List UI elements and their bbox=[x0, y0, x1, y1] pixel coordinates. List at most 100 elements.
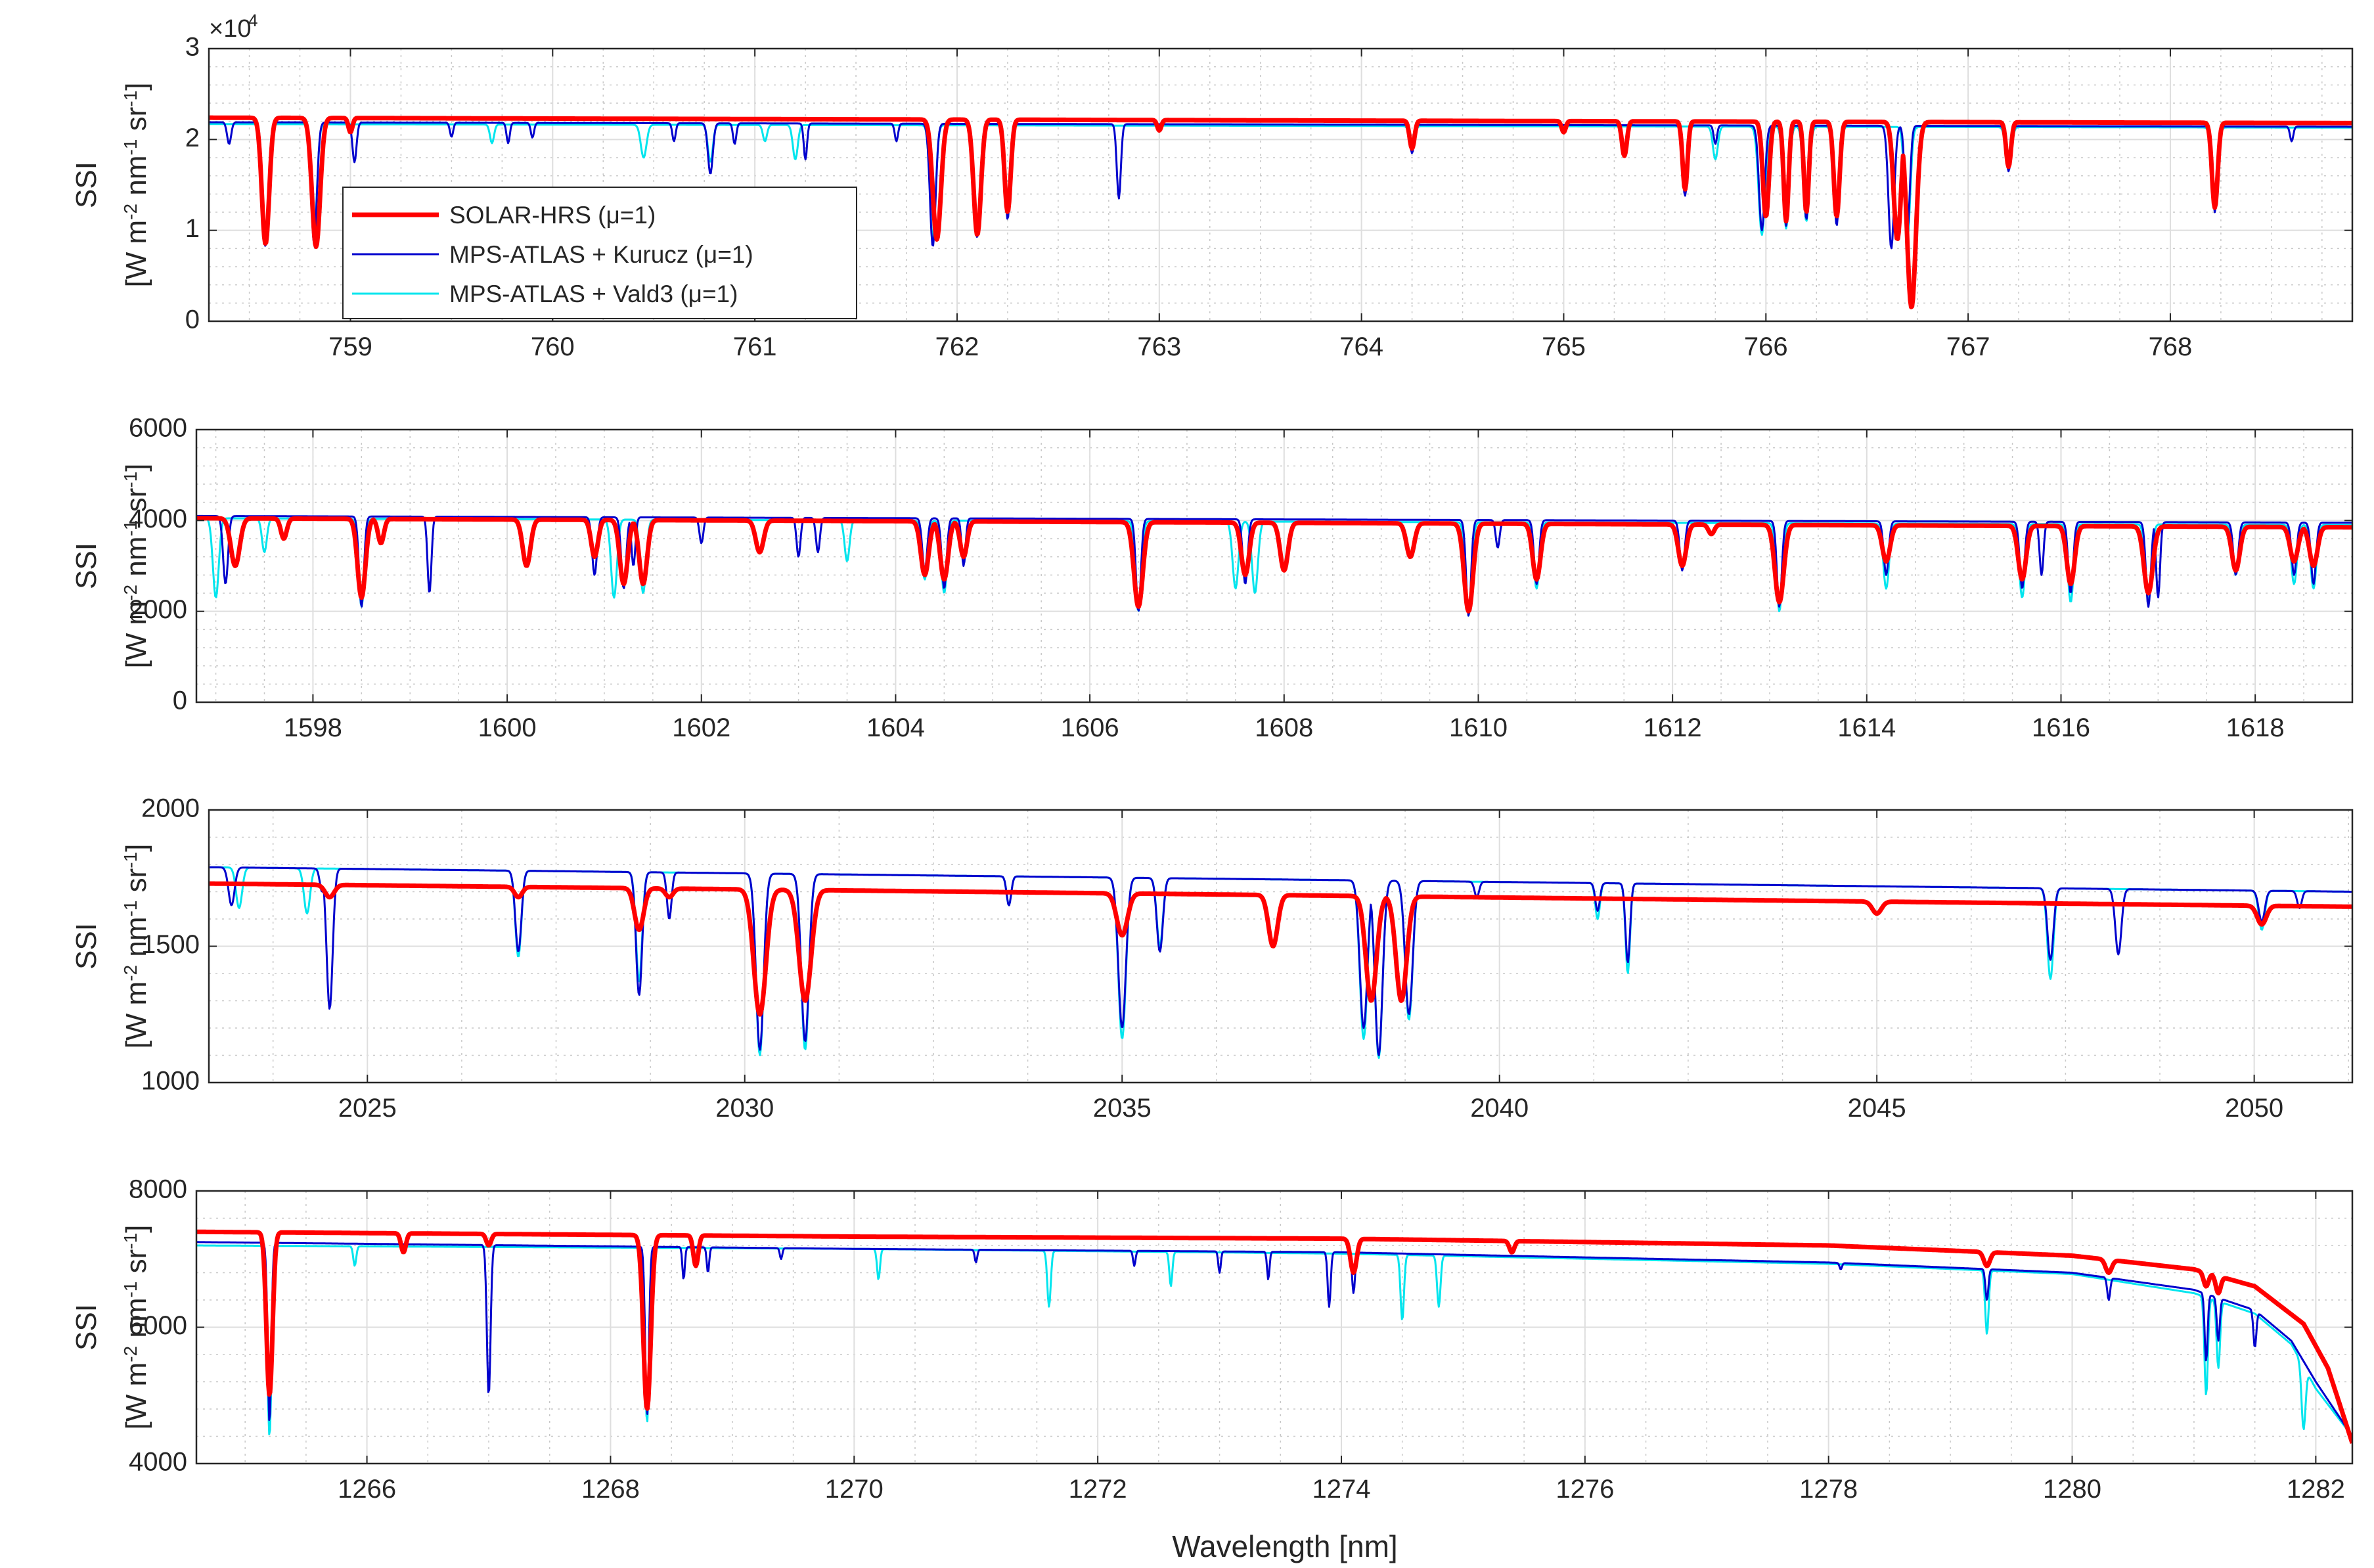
x-tick-label: 1602 bbox=[672, 713, 730, 742]
tick-marks bbox=[209, 809, 2352, 1083]
legend-name-vald3: MPS-ATLAS + Vald3 bbox=[449, 280, 673, 307]
ylabel-unit-f-1: -1 bbox=[120, 91, 141, 107]
ylabel-unit-a-2: [W m bbox=[120, 601, 152, 669]
y-tick-label: 0 bbox=[173, 686, 187, 715]
series-line-kurucz bbox=[196, 1241, 2352, 1437]
ylabel-unit-e-4: sr bbox=[120, 1249, 152, 1282]
legend-mu-solar-hrs: (μ=1) bbox=[598, 202, 656, 229]
y-axis-label-ssi: SSI bbox=[70, 1304, 102, 1351]
legend-mu-vald3: (μ=1) bbox=[680, 280, 738, 307]
y-tick-label: 1000 bbox=[141, 1067, 200, 1096]
tick-marks bbox=[196, 429, 2352, 703]
x-tick-label: 1276 bbox=[1556, 1475, 1614, 1504]
y-tick-label: 1500 bbox=[141, 930, 200, 959]
series-lines bbox=[196, 1229, 2352, 1445]
legend-label-kurucz: MPS-ATLAS + Kurucz (μ=1) bbox=[449, 241, 753, 268]
x-tick-label: 2050 bbox=[2225, 1094, 2283, 1123]
ylabel-unit-a-3: [W m bbox=[120, 981, 152, 1049]
x-tick-label: 764 bbox=[1339, 332, 1383, 361]
x-tick-label: 2045 bbox=[1848, 1094, 1906, 1123]
ylabel-unit-d-4: -1 bbox=[120, 1282, 141, 1298]
y-axis-label-ssi: SSI bbox=[70, 162, 102, 208]
series-line-kurucz bbox=[209, 866, 2352, 1056]
x-tick-label: 761 bbox=[733, 332, 777, 361]
y-axis-label-unit: [W m-2 nm-1 sr-1] bbox=[120, 844, 152, 1049]
x-tick-label: 759 bbox=[328, 332, 372, 361]
ylabel-unit-b-1: -2 bbox=[120, 204, 141, 220]
y-axis-label-ssi: SSI bbox=[70, 543, 102, 589]
x-tick-label: 1266 bbox=[338, 1475, 396, 1504]
ylabel-unit-b-4: -2 bbox=[120, 1346, 141, 1362]
x-tick-label: 1618 bbox=[2226, 713, 2285, 742]
ylabel-unit-c-2: nm bbox=[120, 537, 152, 585]
y-tick-label: 1 bbox=[185, 214, 200, 243]
y-tick-label: 2000 bbox=[129, 595, 187, 624]
ylabel-unit-f-4: -1 bbox=[120, 1233, 141, 1249]
x-tick-label: 1278 bbox=[1799, 1475, 1858, 1504]
plot-area bbox=[196, 430, 2352, 702]
series-line-kurucz bbox=[196, 514, 2352, 617]
x-tick-label: 1610 bbox=[1449, 713, 1508, 742]
x-tick-label: 767 bbox=[1946, 332, 1990, 361]
ylabel-unit-a-4: [W m bbox=[120, 1362, 152, 1430]
ylabel-unit-c-3: nm bbox=[120, 917, 152, 965]
series-line-solar-hrs bbox=[196, 1229, 2352, 1445]
x-tick-label: 762 bbox=[935, 332, 979, 361]
panel-2: 1598 1600 1602 1604 1606 1608 1610 1612 1614 1616… bbox=[70, 414, 2354, 742]
x-tick-label: 1608 bbox=[1255, 713, 1313, 742]
ylabel-unit-g-4: ] bbox=[120, 1225, 152, 1233]
y-tick-label: 0 bbox=[185, 305, 200, 334]
legend: SOLAR-HRS (μ=1) MPS-ATLAS + Kurucz (μ=1)… bbox=[342, 187, 857, 319]
exponent-base: ×10 bbox=[209, 15, 251, 43]
ylabel-unit-a-1: [W m bbox=[120, 220, 152, 288]
x-tick-label: 1612 bbox=[1644, 713, 1702, 742]
ylabel-unit-b-2: -2 bbox=[120, 585, 141, 601]
y-tick-label: 3 bbox=[185, 33, 200, 62]
y-tick-label: 6000 bbox=[129, 1311, 187, 1340]
x-tick-label: 1272 bbox=[1069, 1475, 1127, 1504]
panel-3: 2025 2030 2035 2040 2045 2050 1000 1500 2000 SSI [… bbox=[70, 794, 2354, 1123]
x-axis-label: Wavelength [nm] bbox=[1172, 1529, 1397, 1563]
x-tick-label: 1614 bbox=[1837, 713, 1896, 742]
legend-box bbox=[342, 187, 857, 319]
y-tick-label: 4000 bbox=[129, 1448, 187, 1477]
x-tick-label: 1606 bbox=[1061, 713, 1119, 742]
ylabel-unit-b-3: -2 bbox=[120, 965, 141, 981]
legend-label-vald3: MPS-ATLAS + Vald3 (μ=1) bbox=[449, 280, 738, 307]
legend-label-solar-hrs: SOLAR-HRS (μ=1) bbox=[449, 202, 656, 229]
series-lines bbox=[209, 866, 2352, 1059]
series-line-solar-hrs bbox=[196, 516, 2352, 614]
ylabel-unit-c-1: nm bbox=[120, 156, 152, 204]
ylabel-unit-f-2: -1 bbox=[120, 472, 141, 488]
axes-box bbox=[195, 428, 2354, 704]
ylabel-unit-g-1: ] bbox=[120, 83, 152, 91]
panels: 759 760 761 762 763 764 765 766 767 768 0 1 2 3 SSI [W … bbox=[70, 33, 2354, 1504]
ylabel-unit-d-3: -1 bbox=[120, 901, 141, 917]
series-line-solar-hrs bbox=[209, 881, 2352, 1017]
exponent-power: 4 bbox=[248, 11, 258, 30]
legend-mu-kurucz: (μ=1) bbox=[696, 241, 753, 268]
ylabel-unit-e-1: sr bbox=[120, 107, 152, 139]
y-axis-label-ssi: SSI bbox=[70, 923, 102, 970]
x-tick-label: 1274 bbox=[1312, 1475, 1370, 1504]
panel-4: 1266 1268 1270 1272 1274 1276 1278 1280 1282 4000… bbox=[70, 1175, 2354, 1504]
x-tick-label: 1598 bbox=[284, 713, 342, 742]
x-tick-label: 1616 bbox=[2032, 713, 2090, 742]
ylabel-unit-g-2: ] bbox=[120, 464, 152, 472]
y-tick-label: 4000 bbox=[129, 504, 187, 533]
x-tick-label: 768 bbox=[2149, 332, 2193, 361]
ylabel-unit-e-3: sr bbox=[120, 868, 152, 901]
ylabel-unit-e-2: sr bbox=[120, 488, 152, 520]
x-tick-label: 1282 bbox=[2287, 1475, 2345, 1504]
series-line-vald3 bbox=[209, 123, 2352, 240]
y-tick-label: 2 bbox=[185, 123, 200, 152]
axes-box bbox=[208, 47, 2354, 323]
x-tick-label: 2035 bbox=[1093, 1094, 1152, 1123]
x-tick-label: 760 bbox=[531, 332, 575, 361]
x-tick-label: 2025 bbox=[338, 1094, 397, 1123]
series-lines bbox=[209, 115, 2352, 309]
y-axis-label-unit: [W m-2 nm-1 sr-1] bbox=[120, 83, 152, 288]
x-tick-label: 2030 bbox=[715, 1094, 774, 1123]
y-axis-label-unit: [W m-2 nm-1 sr-1] bbox=[120, 1225, 152, 1430]
